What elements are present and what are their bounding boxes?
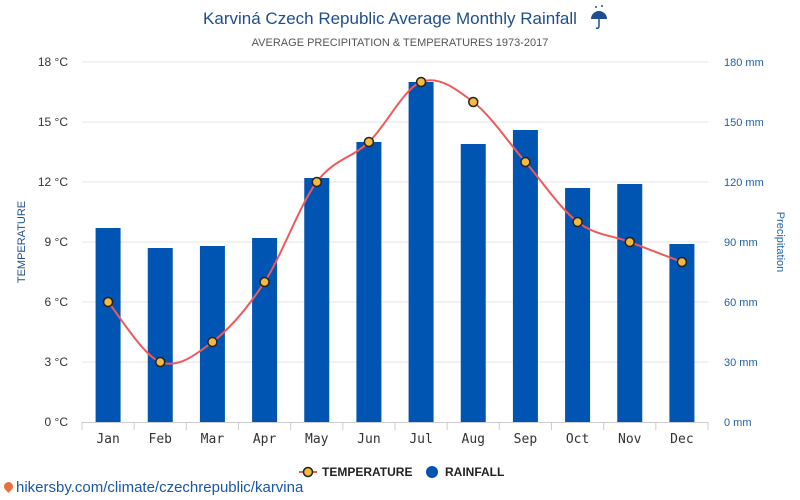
y-tick-left: 18 °C [38,55,68,69]
temperature-point [155,356,166,368]
y-tick-right: 0 mm [724,417,752,429]
rainfall-bar [460,144,486,422]
y-tick-left: 12 °C [38,175,68,189]
rainfall-bar [408,82,434,422]
x-tick-label: Apr [253,432,277,447]
source-credit[interactable]: hikersby.com/climate/czechrepublic/karvi… [2,479,304,496]
y-tick-left: 6 °C [45,295,69,309]
x-tick-label: Jun [357,432,380,447]
temperature-point [676,256,688,268]
x-tick-label: Mar [201,432,225,447]
y-tick-right: 90 mm [724,237,758,249]
umbrella-icon [591,5,607,29]
rainfall-bar [304,178,330,422]
y-tick-right: 150 mm [724,117,764,129]
temperature-point [520,156,531,168]
y-axis-right-label: Precipitation [774,212,786,273]
x-tick-label: Jul [409,432,432,447]
rainfall-bar [617,184,643,422]
y-axis-left-label: TEMPERATURE [16,201,28,283]
temperature-point [311,176,322,188]
legend: TEMPERATURE RAINFALL [299,465,504,479]
legend-temperature-marker [302,466,314,478]
temperature-point [207,336,218,348]
rainfall-bar [512,130,538,422]
temperature-point [468,96,479,108]
temperature-line [107,79,683,365]
x-tick-label: Sep [514,432,538,447]
rainfall-bar [95,228,121,422]
legend-rainfall-marker [426,466,438,478]
temperature-point [624,236,635,248]
x-tick-label: Oct [566,432,589,447]
source-credit-text: hikersby.com/climate/czechrepublic/karvi… [16,479,304,496]
temperature-point [102,296,114,308]
y-tick-left: 3 °C [45,355,69,369]
x-tick-label: Nov [618,432,642,447]
y-tick-left: 15 °C [38,115,68,129]
temperature-point [363,136,375,148]
y-tick-right: 120 mm [724,177,764,189]
temperature-point [572,216,583,228]
x-tick-label: Aug [462,432,485,447]
legend-temperature-label: TEMPERATURE [322,465,412,479]
y-tick-left: 0 °C [45,415,69,429]
rainfall-bar [356,142,382,422]
x-tick-label: Jan [96,432,119,447]
location-pin-icon [2,480,15,493]
y-tick-right: 60 mm [724,297,758,309]
y-tick-right: 30 mm [724,357,758,369]
chart-title: Karviná Czech Republic Average Monthly R… [203,9,577,28]
x-tick-label: Feb [149,432,173,447]
x-tick-label: May [305,432,329,447]
y-tick-left: 9 °C [45,235,69,249]
chart-subtitle: AVERAGE PRECIPITATION & TEMPERATURES 197… [252,37,549,49]
temperature-point [259,276,270,288]
x-tick-label: Dec [670,432,693,447]
rainfall-bar [147,248,173,422]
y-tick-right: 180 mm [724,57,764,69]
temperature-point [415,76,427,88]
legend-rainfall-label: RAINFALL [445,465,504,479]
rainfall-bar [669,244,695,422]
